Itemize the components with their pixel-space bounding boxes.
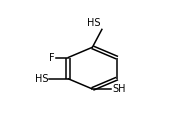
Text: F: F [49, 53, 55, 63]
Text: SH: SH [112, 84, 126, 94]
Text: HS: HS [87, 18, 100, 28]
Text: HS: HS [35, 74, 48, 84]
